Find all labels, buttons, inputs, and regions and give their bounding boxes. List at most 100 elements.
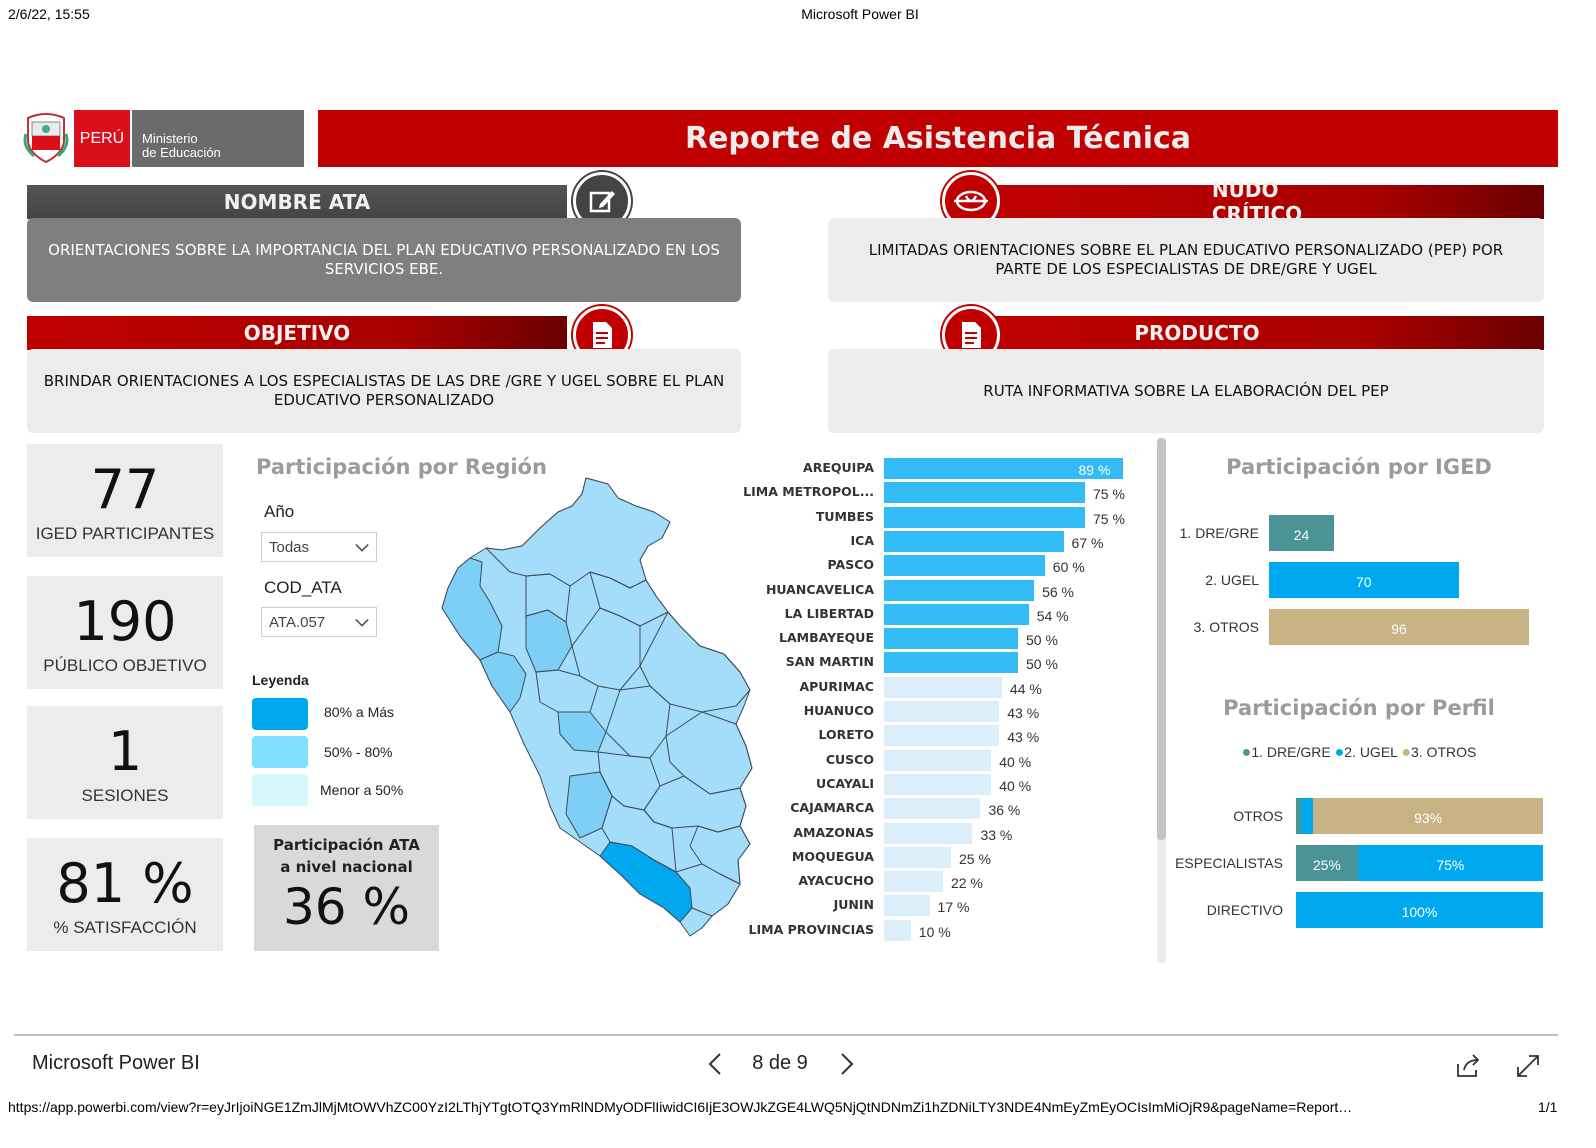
legend-swatch-high (252, 698, 308, 730)
perfil-stacked-bar-chart: OTROS 93% ESPECIALISTAS 25% 75% DIRECTIVO 100% (1166, 790, 1552, 940)
kpi-publico-objetivo: 190 PÚBLICO OBJETIVO (27, 576, 223, 689)
ministry-line-2: de Educación (142, 145, 221, 160)
chevron-down-icon (355, 538, 369, 552)
region-bar (884, 749, 992, 771)
scrollbar-track[interactable] (1157, 438, 1166, 963)
kpi-sesiones: 1 SESIONES (27, 706, 223, 819)
perfil-title: Participación por Perfil (1223, 696, 1495, 720)
region-bar (884, 895, 930, 917)
kpi-satisfaccion: 81 % % SATISFACCIÓN (27, 838, 223, 951)
bar-value-label: 25 % (959, 850, 991, 867)
print-title: Microsoft Power BI (801, 6, 919, 22)
ministry-line-1: Ministerio (142, 131, 198, 146)
bar-value-label: 75 % (1093, 486, 1125, 503)
region-bar (884, 701, 1000, 722)
bar-category-label: SAN MARTIN (785, 654, 874, 670)
bar-value-label: 36 % (988, 802, 1021, 819)
bar-category-label: TUMBES (815, 508, 874, 524)
perfil-bar-segment: 93% (1313, 798, 1543, 834)
legend-dot-ugel: ● (1334, 744, 1345, 761)
ata-dropdown[interactable]: ATA.057 (261, 607, 377, 637)
footer-divider (14, 1034, 1558, 1036)
kpi-label: PÚBLICO OBJETIVO (43, 656, 207, 675)
bar-category-label: PASCO (827, 557, 875, 573)
region-bar-chart: AREQUIPA 89 % LIMA METROPOL... 75 % TUMBES 75… (730, 456, 1150, 946)
nudo-critico-text: LIMITADAS ORIENTACIONES SOBRE EL PLAN ED… (828, 218, 1544, 302)
logo-peru: PERÚ (74, 110, 130, 167)
kpi-iged-participantes: 77 IGED PARTICIPANTES (27, 444, 223, 557)
legend-swatch-mid (252, 736, 308, 768)
bar-value-label: 10 % (918, 923, 951, 940)
perfil-bar-segment: 25% (1296, 845, 1358, 881)
producto-title: PRODUCTO (1134, 321, 1260, 345)
region-bar (884, 579, 1035, 601)
iged-bar: 96 (1269, 609, 1529, 645)
region-bar (884, 603, 1029, 625)
legend-dot-dre: ● (1241, 744, 1252, 761)
region-bar (884, 846, 951, 868)
nombre-ata-title: NOMBRE ATA (223, 190, 371, 214)
peru-region-map[interactable] (440, 476, 756, 938)
bar-value-label: 75 % (1093, 510, 1125, 527)
print-datetime: 2/6/22, 15:55 (8, 6, 90, 22)
kpi-value: 81 % (56, 852, 194, 915)
bar-category-label: AMAZONAS (793, 824, 874, 840)
bar-value-label: 22 % (950, 875, 983, 892)
region-bar (884, 919, 911, 941)
nudo-critico-header: NUDO CRÍTICO (970, 178, 1544, 226)
region-bar (884, 506, 1085, 528)
kpi-label: SESIONES (81, 786, 169, 805)
prev-page-button[interactable] (704, 1050, 728, 1078)
year-dropdown[interactable]: Todas (261, 532, 377, 562)
kpi-value: 77 (90, 458, 160, 521)
chevron-left-icon (708, 1053, 721, 1075)
iged-title: Participación por IGED (1226, 455, 1492, 479)
perfil-legend: ●1. DRE/GRE ●2. UGEL ●3. OTROS (1166, 744, 1552, 762)
legend-swatch-low (252, 774, 308, 806)
national-title-2: a nivel nacional (280, 858, 413, 876)
region-bar (884, 822, 973, 844)
legend-label: 1. DRE/GRE (1251, 744, 1331, 760)
bar-category-label: ICA (850, 532, 875, 548)
print-url: https://app.powerbi.com/view?r=eyJrIjoiN… (8, 1099, 1353, 1115)
bar-category-label: LIMA METROPOL... (743, 484, 874, 500)
perfil-category-label: DIRECTIVO (1206, 902, 1283, 918)
bar-value-label: 44 % (1009, 680, 1042, 697)
producto-text: RUTA INFORMATIVA SOBRE LA ELABORACIÓN DE… (828, 349, 1544, 433)
legend-label: 2. UGEL (1344, 744, 1398, 760)
national-value: 36 % (282, 878, 411, 936)
region-bar (884, 798, 981, 820)
bar-category-label: HUANCAVELICA (765, 581, 874, 597)
region-bar (884, 676, 1002, 698)
region-bar (884, 652, 1018, 674)
objetivo-header: OBJETIVO (27, 316, 567, 350)
region-bar (884, 482, 1085, 504)
legend-label: 3. OTROS (1410, 744, 1477, 760)
objetivo-text: BRINDAR ORIENTACIONES A LOS ESPECIALISTA… (27, 349, 741, 433)
bar-category-label: AYACUCHO (798, 873, 874, 889)
share-button[interactable] (1454, 1052, 1482, 1080)
iged-category-label: 1. DRE/GRE (1179, 525, 1259, 541)
kpi-label: % SATISFACCIÓN (53, 918, 197, 937)
perfil-bar-segment (1300, 798, 1314, 834)
iged-bar-chart: 1. DRE/GRE 24 2. UGEL 70 3. OTROS 96 (1166, 515, 1552, 665)
scrollbar-thumb[interactable] (1157, 438, 1166, 840)
next-page-button[interactable] (834, 1050, 858, 1078)
bar-category-label: CUSCO (825, 751, 874, 767)
bar-category-label: LIMA PROVINCIAS (748, 921, 874, 937)
nombre-ata-text: ORIENTACIONES SOBRE LA IMPORTANCIA DEL P… (27, 218, 741, 302)
region-bar (884, 628, 1018, 650)
report-title: Reporte de Asistencia Técnica (318, 110, 1558, 167)
year-value: Todas (269, 538, 310, 556)
bar-value-label: 60 % (1052, 559, 1085, 576)
nombre-ata-header: NOMBRE ATA (27, 185, 567, 219)
expand-icon (1517, 1055, 1539, 1077)
fullscreen-button[interactable] (1514, 1052, 1542, 1080)
year-label: Año (264, 502, 295, 521)
bar-value-label: 40 % (999, 777, 1032, 794)
objetivo-title: OBJETIVO (243, 321, 351, 345)
region-bar (884, 725, 1000, 747)
region-bar (884, 871, 943, 893)
bar-value-label: 50 % (1026, 632, 1058, 649)
perfil-bar-segment (1296, 798, 1301, 834)
